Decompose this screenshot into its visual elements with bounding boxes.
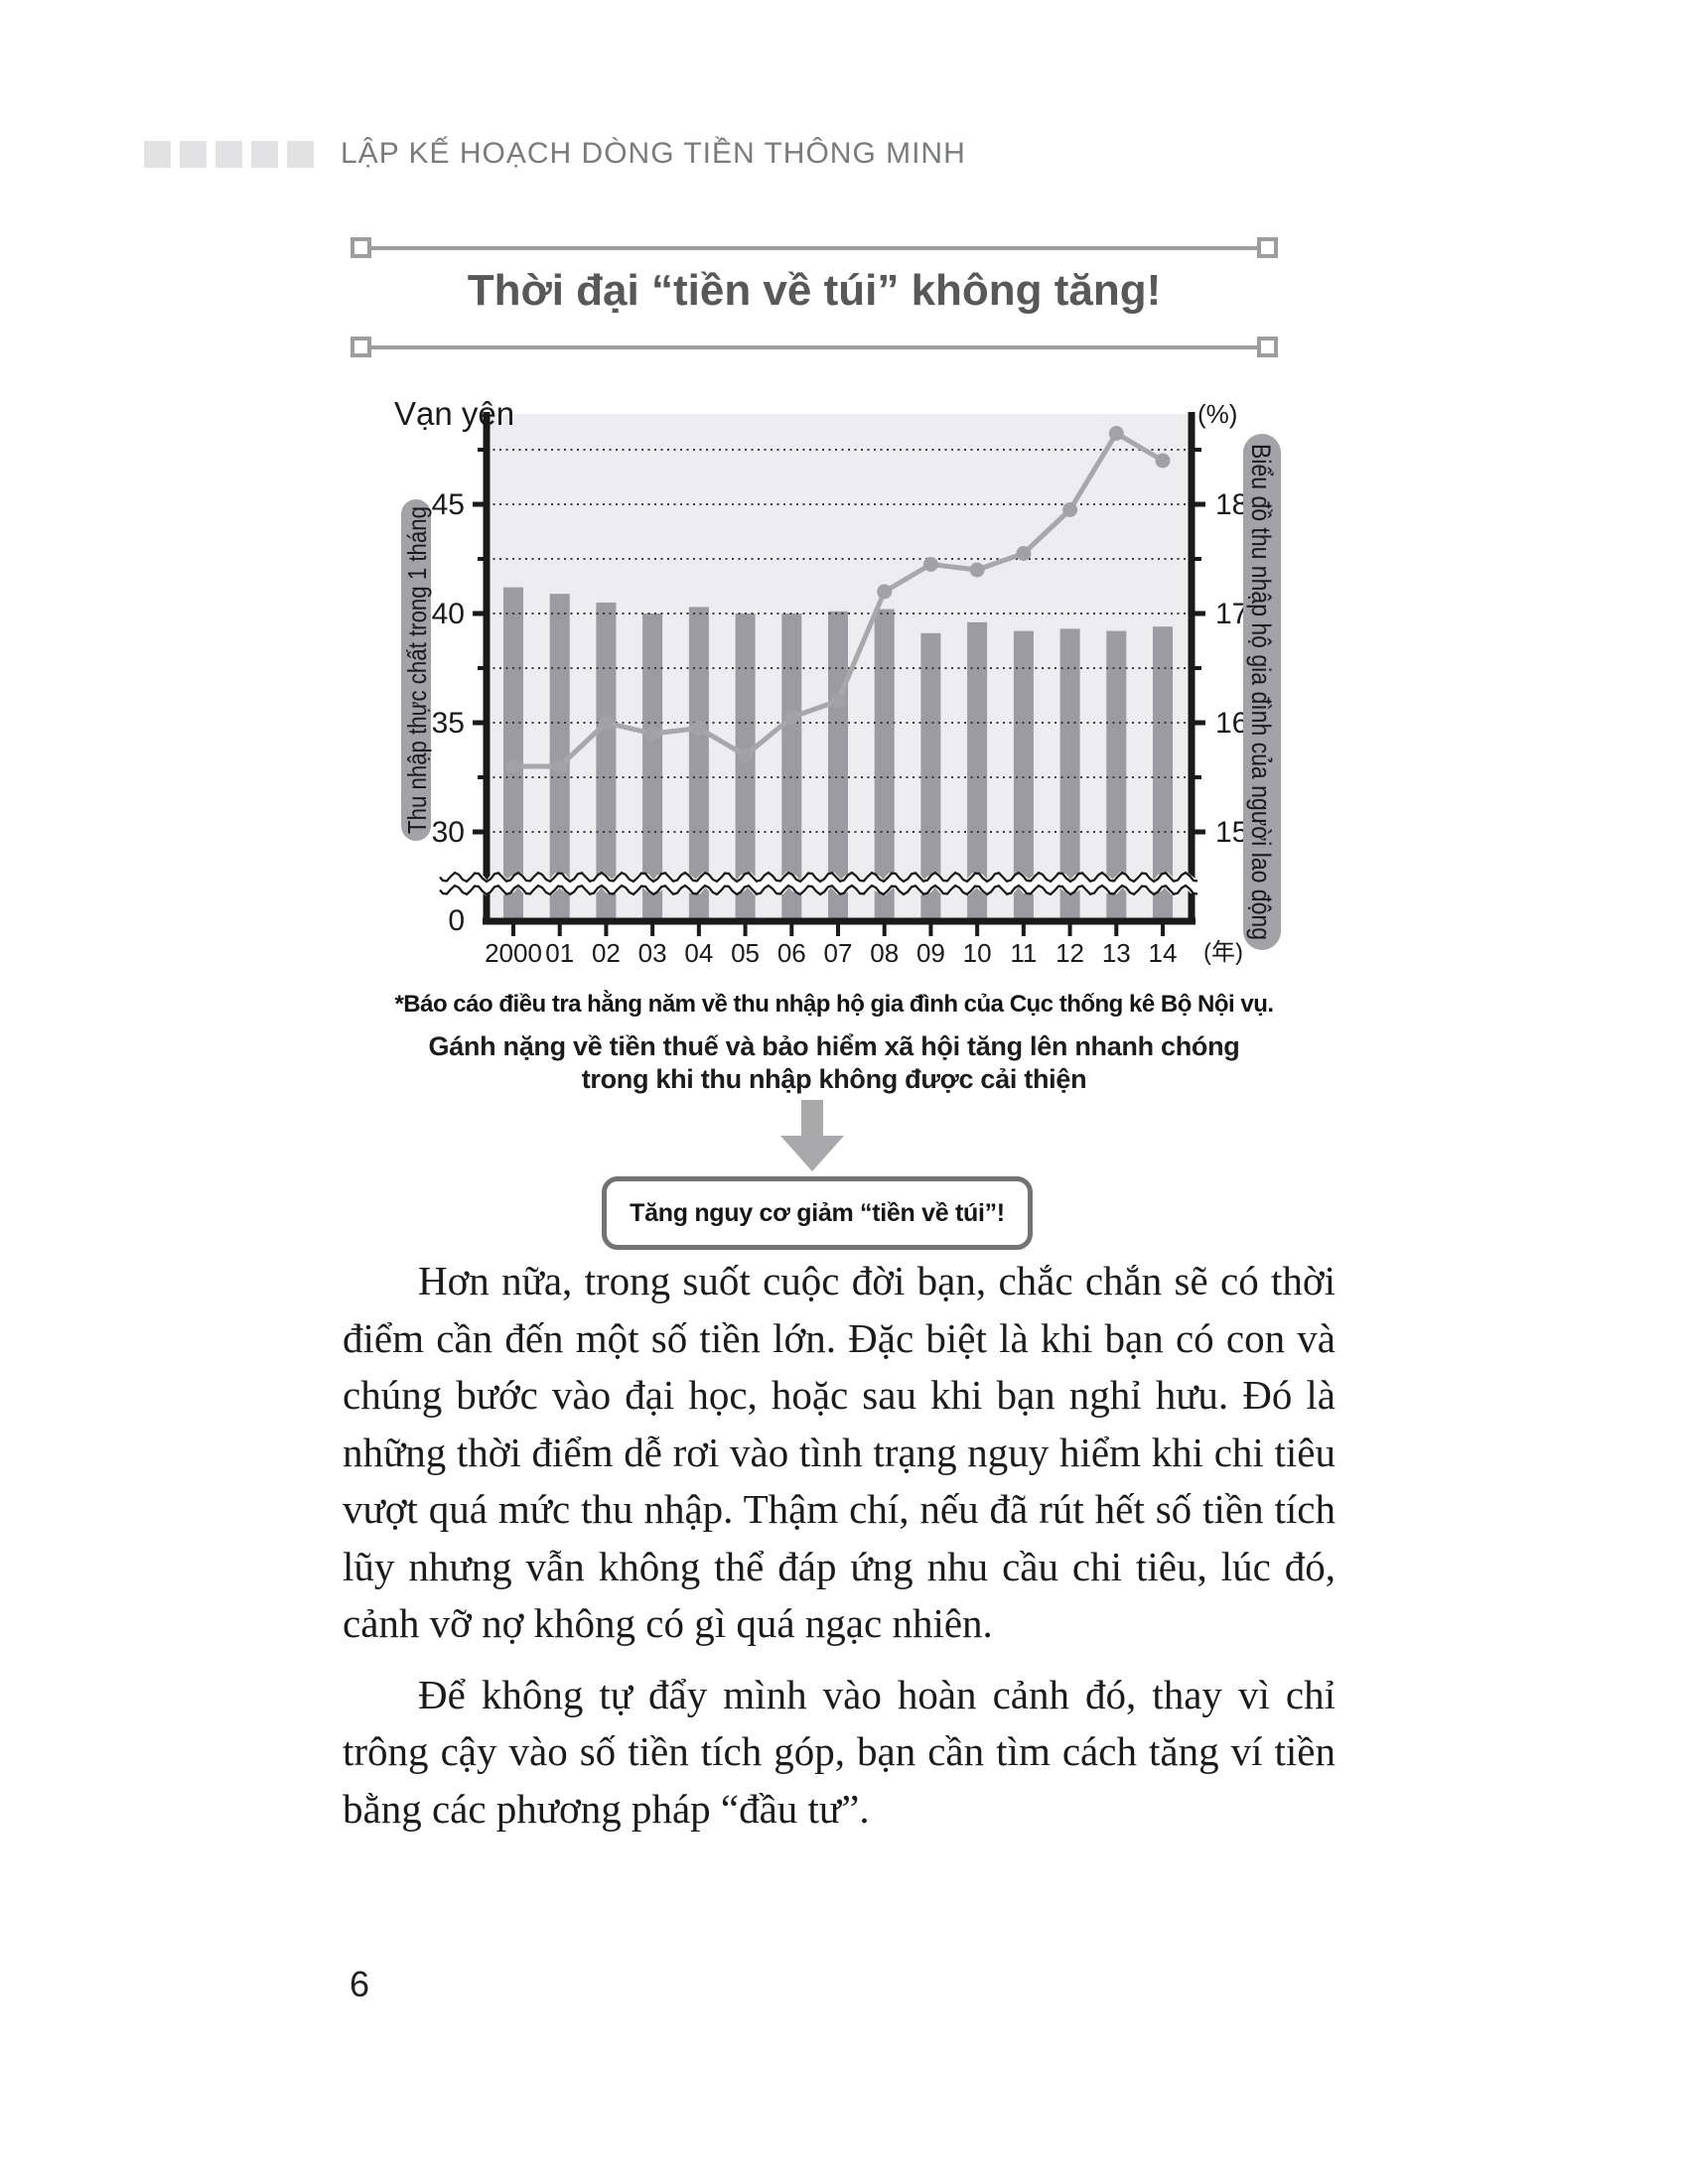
x-tick-label: 07 bbox=[824, 938, 853, 968]
x-tick-label: 12 bbox=[1055, 938, 1084, 968]
bars-group bbox=[503, 587, 1173, 921]
bar-01 bbox=[549, 594, 570, 921]
x-tick-label: 14 bbox=[1149, 938, 1178, 968]
arrow-shaft bbox=[801, 1100, 823, 1137]
header-square-icon bbox=[287, 140, 314, 168]
x-tick-label: 10 bbox=[963, 938, 992, 968]
right-tick-label: 15 bbox=[1215, 816, 1248, 849]
line-point-06 bbox=[783, 710, 799, 725]
axes-group: 45 40 35 30 0 18 17 16 15 2000 01 02 03 04 05 06 07 08 09 1… bbox=[432, 412, 1248, 968]
header-square-icon bbox=[144, 140, 171, 168]
bar-03 bbox=[642, 614, 663, 921]
bar-04 bbox=[688, 607, 709, 921]
left-band-pill bbox=[401, 499, 431, 841]
left-tick-label: 45 bbox=[432, 488, 465, 521]
axis-break-edge bbox=[439, 871, 1198, 884]
title-rule-bottom bbox=[351, 337, 1278, 357]
axis-break-edge bbox=[439, 884, 1198, 896]
figure-caption: Gánh nặng về tiền thuế và bảo hiểm xã hộ… bbox=[338, 1030, 1331, 1096]
title-rule-top bbox=[351, 237, 1278, 258]
body-paragraph-1: Hơn nữa, trong suốt cuộc đời bạn, chắc c… bbox=[343, 1258, 1336, 1646]
x-tick-label: 13 bbox=[1102, 938, 1131, 968]
line-point-10 bbox=[969, 562, 985, 578]
left-tick-label: 30 bbox=[432, 816, 465, 849]
rule-endcap-icon bbox=[1257, 337, 1278, 357]
line-point-08 bbox=[877, 584, 893, 600]
x-tick-label: 02 bbox=[592, 938, 621, 968]
down-arrow-icon bbox=[780, 1100, 844, 1171]
left-tick-label: 40 bbox=[432, 598, 465, 630]
line-point-09 bbox=[922, 557, 938, 572]
left-zero-label: 0 bbox=[448, 904, 465, 937]
line-point-12 bbox=[1062, 502, 1078, 517]
x-tick-label: 06 bbox=[777, 938, 806, 968]
rule-endcap-icon bbox=[1257, 237, 1278, 258]
page-number: 6 bbox=[350, 1964, 370, 2004]
figure-caption-line1: Gánh nặng về tiền thuế và bảo hiểm xã hộ… bbox=[428, 1031, 1240, 1061]
running-title: LẬP KẾ HOẠCH DÒNG TIỀN THÔNG MINH bbox=[341, 137, 966, 170]
bar-09 bbox=[920, 632, 941, 921]
rule-endcap-icon bbox=[351, 237, 371, 258]
axis-break bbox=[435, 871, 1198, 896]
line-point-01 bbox=[552, 758, 568, 774]
line-point-04 bbox=[691, 721, 707, 736]
bar-12 bbox=[1059, 628, 1080, 921]
x-tick-label: 03 bbox=[638, 938, 667, 968]
right-band-pill bbox=[1243, 434, 1281, 950]
line-point-11 bbox=[1016, 546, 1032, 561]
axis-break-band bbox=[435, 871, 1198, 896]
conclusion-box: Tăng nguy cơ giảm “tiền về túi”! bbox=[602, 1176, 1033, 1250]
x-tick-label: 05 bbox=[731, 938, 760, 968]
x-tick-label: 2000 bbox=[485, 938, 542, 968]
figure-title: Thời đại “tiền về túi” không tăng! bbox=[467, 266, 1162, 315]
arrow-head bbox=[780, 1136, 844, 1171]
x-axis-unit-label: (年) bbox=[1203, 939, 1243, 966]
x-tick-label: 08 bbox=[870, 938, 899, 968]
x-tick-label: 11 bbox=[1010, 938, 1037, 968]
left-band-label: Thu nhập thực chất trong 1 tháng bbox=[402, 506, 432, 834]
right-tick-label: 18 bbox=[1215, 488, 1248, 521]
right-band-label: Biểu đồ thu nhập hộ gia đình của người l… bbox=[1246, 444, 1276, 940]
right-tick-label: 17 bbox=[1215, 598, 1248, 630]
right-tick-label: 16 bbox=[1215, 707, 1248, 740]
body-text: Hơn nữa, trong suốt cuộc đời bạn, chắc c… bbox=[343, 1253, 1336, 1838]
line-point-03 bbox=[644, 726, 660, 742]
line-point-02 bbox=[598, 715, 614, 731]
line-point-07 bbox=[830, 693, 846, 709]
conclusion-box-label: Tăng nguy cơ giảm “tiền về túi”! bbox=[630, 1198, 1005, 1227]
chart-source-footnote: *Báo cáo điều tra hằng năm về thu nhập h… bbox=[394, 991, 1274, 1018]
rule-endcap-icon bbox=[351, 337, 371, 357]
line-point-14 bbox=[1155, 453, 1171, 469]
right-axis-title: (%) bbox=[1197, 399, 1237, 429]
left-axis-title: Vạn yên bbox=[394, 395, 514, 432]
line-point-05 bbox=[738, 748, 754, 763]
page-header: LẬP KẾ HOẠCH DÒNG TIỀN THÔNG MINH bbox=[144, 137, 966, 171]
line-point-13 bbox=[1108, 426, 1124, 441]
bar-08 bbox=[874, 609, 895, 921]
header-squares-decoration bbox=[144, 140, 323, 168]
x-tick-label: 09 bbox=[916, 938, 945, 968]
header-square-icon bbox=[215, 140, 242, 168]
line-point-2000 bbox=[505, 758, 521, 774]
body-paragraph-2: Để không tự đẩy mình vào hoàn cảnh đó, t… bbox=[343, 1671, 1336, 1832]
bar-02 bbox=[596, 603, 617, 921]
x-tick-label: 04 bbox=[684, 938, 713, 968]
income-chart: 45 40 35 30 0 18 17 16 15 2000 01 02 03 04 05 06 07 08 09 1… bbox=[394, 395, 1281, 968]
header-square-icon bbox=[180, 140, 207, 168]
band-labels-group: Thu nhập thực chất trong 1 tháng Biểu đồ … bbox=[401, 434, 1281, 950]
bar-10 bbox=[967, 621, 988, 921]
x-tick-label: 01 bbox=[545, 938, 574, 968]
left-tick-label: 35 bbox=[432, 707, 465, 740]
figure-caption-line2: trong khi thu nhập không được cải thiện bbox=[581, 1064, 1087, 1094]
bar-14 bbox=[1153, 626, 1173, 921]
bar-2000 bbox=[503, 587, 523, 921]
bar-05 bbox=[735, 614, 756, 921]
bar-11 bbox=[1013, 630, 1034, 921]
bar-06 bbox=[781, 614, 802, 921]
bar-13 bbox=[1106, 630, 1127, 921]
line-series-group bbox=[505, 426, 1171, 774]
header-square-icon bbox=[251, 140, 278, 168]
